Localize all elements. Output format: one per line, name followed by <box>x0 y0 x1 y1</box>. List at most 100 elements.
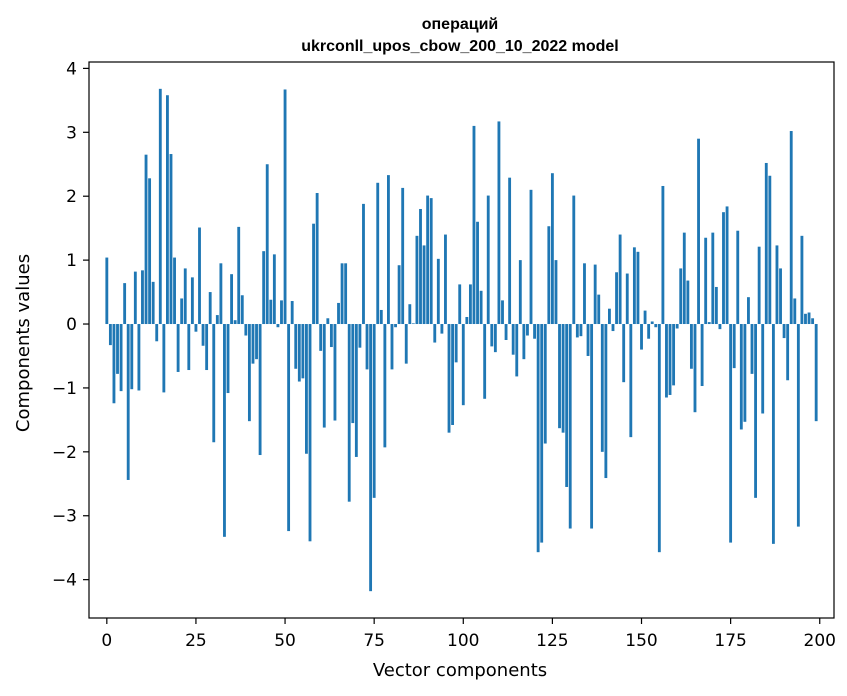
bar-98 <box>454 324 458 363</box>
bar-131 <box>572 195 576 325</box>
bar-120 <box>533 324 536 339</box>
bar-114 <box>511 324 515 355</box>
bar-49 <box>280 300 283 325</box>
bar-60 <box>319 324 323 351</box>
y-tick-label: 0 <box>66 315 77 335</box>
bar-27 <box>201 324 205 346</box>
bar-194 <box>796 324 800 527</box>
bar-132 <box>575 324 579 338</box>
bar-47 <box>272 254 276 325</box>
bar-54 <box>297 324 301 382</box>
x-tick-label: 175 <box>714 631 746 651</box>
bar-4 <box>119 324 123 392</box>
bar-160 <box>675 324 679 329</box>
bar-104 <box>476 221 479 325</box>
x-tick-label: 200 <box>804 631 836 651</box>
bar-80 <box>390 324 394 370</box>
bar-67 <box>344 263 348 325</box>
bar-125 <box>550 173 554 325</box>
bar-169 <box>707 322 711 325</box>
bar-20 <box>176 324 180 372</box>
bar-149 <box>636 251 640 325</box>
bar-161 <box>679 268 683 325</box>
bar-174 <box>725 206 729 325</box>
bar-172 <box>718 324 722 330</box>
bar-137 <box>593 264 597 325</box>
bar-119 <box>529 189 533 325</box>
bar-17 <box>166 95 169 325</box>
bar-156 <box>661 185 665 325</box>
bar-6 <box>126 324 130 480</box>
bar-110 <box>497 121 501 325</box>
bar-3 <box>116 324 119 374</box>
bar-37 <box>237 226 241 325</box>
bar-109 <box>493 324 497 353</box>
bar-191 <box>786 324 790 381</box>
bar-198 <box>811 318 815 325</box>
bar-50 <box>283 89 287 325</box>
bar-85 <box>408 304 412 325</box>
bar-184 <box>761 324 765 414</box>
bar-24 <box>190 277 194 325</box>
chart-title-line2: ukrconll_upos_cbow_200_10_2022 model <box>301 38 618 55</box>
bar-83 <box>401 187 405 325</box>
bar-1 <box>108 324 112 346</box>
bar-189 <box>779 268 782 325</box>
bar-127 <box>558 324 561 429</box>
bar-151 <box>643 310 647 325</box>
bar-185 <box>764 162 768 325</box>
bar-87 <box>415 235 419 325</box>
bar-144 <box>618 234 622 325</box>
bar-106 <box>483 324 487 399</box>
bar-75 <box>372 324 376 498</box>
bar-14 <box>155 324 159 342</box>
bar-42 <box>255 324 258 360</box>
bar-73 <box>365 324 369 370</box>
bar-181 <box>750 324 754 374</box>
bar-171 <box>714 286 718 325</box>
bar-53 <box>294 324 298 369</box>
x-tick-label: 50 <box>274 631 296 651</box>
bar-77 <box>379 309 383 325</box>
bar-195 <box>800 235 804 325</box>
bar-33 <box>223 324 226 537</box>
y-tick-label: 2 <box>66 187 77 207</box>
bar-165 <box>693 324 697 413</box>
chart-title-line1: операций <box>422 16 499 33</box>
bar-25 <box>194 324 198 332</box>
bar-10 <box>141 270 144 325</box>
bar-69 <box>351 324 355 424</box>
bar-143 <box>615 272 618 325</box>
bar-5 <box>123 283 127 325</box>
bar-55 <box>301 324 305 379</box>
x-tick-label: 0 <box>101 631 112 651</box>
bar-197 <box>807 312 811 325</box>
bar-78 <box>383 324 387 448</box>
bar-180 <box>747 297 750 325</box>
bar-170 <box>711 232 715 325</box>
bar-84 <box>404 324 408 364</box>
bar-162 <box>682 232 686 325</box>
bar-145 <box>622 324 626 383</box>
bar-148 <box>632 247 636 325</box>
bar-136 <box>590 324 594 529</box>
bar-32 <box>219 263 223 325</box>
bar-21 <box>180 298 184 325</box>
bar-126 <box>554 260 558 325</box>
bar-163 <box>686 280 690 325</box>
bar-82 <box>397 265 401 325</box>
bar-8 <box>133 271 137 325</box>
x-tick-label: 100 <box>447 631 479 651</box>
bar-186 <box>768 175 772 325</box>
bar-134 <box>583 263 586 325</box>
bar-94 <box>440 324 444 334</box>
y-tick-label: −4 <box>52 571 77 591</box>
bar-76 <box>376 182 380 325</box>
bar-152 <box>647 324 651 339</box>
bar-167 <box>700 324 704 387</box>
bar-133 <box>579 324 583 337</box>
bar-38 <box>240 295 244 325</box>
bar-43 <box>258 324 262 456</box>
bar-34 <box>226 324 230 394</box>
bar-79 <box>387 175 390 325</box>
